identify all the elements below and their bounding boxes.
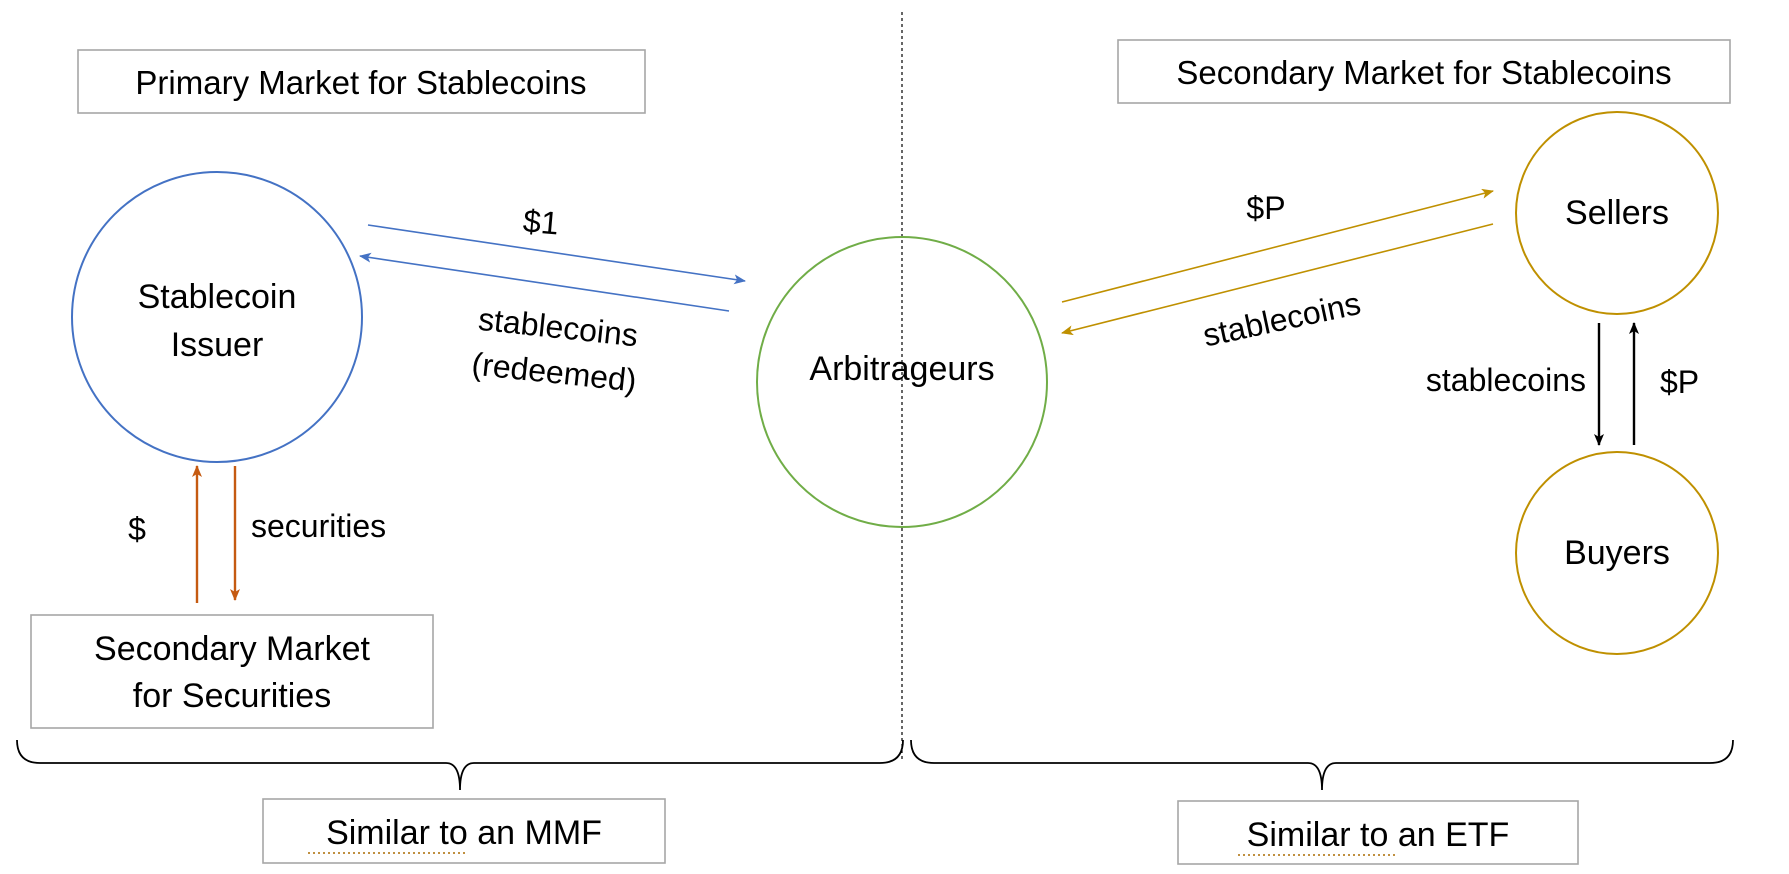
- svg-text:Primary Market for Stablecoins: Primary Market for Stablecoins: [135, 64, 586, 101]
- securities-market-line-2: for Securities: [133, 677, 331, 715]
- price-to-sellers-label: $P: [1246, 190, 1285, 226]
- arbitrageurs-label: Arbitrageurs: [809, 350, 994, 388]
- mmf-comparison-box: Similar to an MMF: [262, 798, 666, 864]
- issuer-label-line-2: Issuer: [171, 326, 264, 364]
- svg-text:Secondary Market for Stablecoi: Secondary Market for Stablecoins: [1176, 54, 1671, 91]
- etf-comparison-box: Similar to an ETF: [1177, 800, 1579, 865]
- arbitrageurs-to-issuer-arrow: [359, 252, 730, 312]
- svg-text:Similar to an ETF: Similar to an ETF: [1247, 816, 1510, 854]
- securities-market-box: Secondary Market for Securities: [30, 614, 434, 729]
- buyers-label: Buyers: [1564, 534, 1670, 572]
- sellers-node: Sellers: [1515, 111, 1719, 315]
- secondary-market-brace: [910, 739, 1734, 791]
- etf-underlined-text: Similar to: [1247, 816, 1389, 854]
- secondary-market-title: Secondary Market for Stablecoins: [1117, 39, 1731, 104]
- svg-text:Similar to an MMF: Similar to an MMF: [326, 814, 602, 852]
- stablecoins-redeemed-label-line-1: stablecoins: [477, 301, 640, 354]
- arbitrageurs-node: Arbitrageurs: [756, 236, 1048, 528]
- primary-market-brace: [16, 739, 904, 791]
- issuer-label-line-1: Stablecoin: [138, 278, 297, 316]
- securities-label: securities: [251, 508, 386, 544]
- dollar-one-label: $1: [522, 203, 561, 242]
- sellers-label: Sellers: [1565, 194, 1669, 232]
- sellers-to-arbitrageurs-arrow: [1061, 223, 1494, 336]
- stablecoins-redeemed-label-line-2: (redeemed): [470, 346, 638, 399]
- stablecoins-to-buyers-label: stablecoins: [1426, 362, 1586, 398]
- dollar-label: $: [128, 511, 146, 547]
- price-from-buyers-label: $P: [1660, 364, 1699, 400]
- mmf-underlined-text: Similar to: [326, 814, 468, 852]
- etf-rest-text: an ETF: [1388, 816, 1509, 854]
- mmf-rest-text: an MMF: [468, 814, 602, 852]
- stablecoins-from-sellers-label: stablecoins: [1200, 285, 1364, 353]
- buyers-node: Buyers: [1515, 451, 1719, 655]
- primary-market-title: Primary Market for Stablecoins: [77, 49, 646, 114]
- stablecoin-issuer-node: Stablecoin Issuer: [71, 171, 363, 463]
- arbitrageurs-to-sellers-arrow: [1061, 188, 1494, 303]
- securities-market-line-1: Secondary Market: [94, 630, 370, 668]
- issuer-to-arbitrageurs-arrow: [367, 224, 746, 285]
